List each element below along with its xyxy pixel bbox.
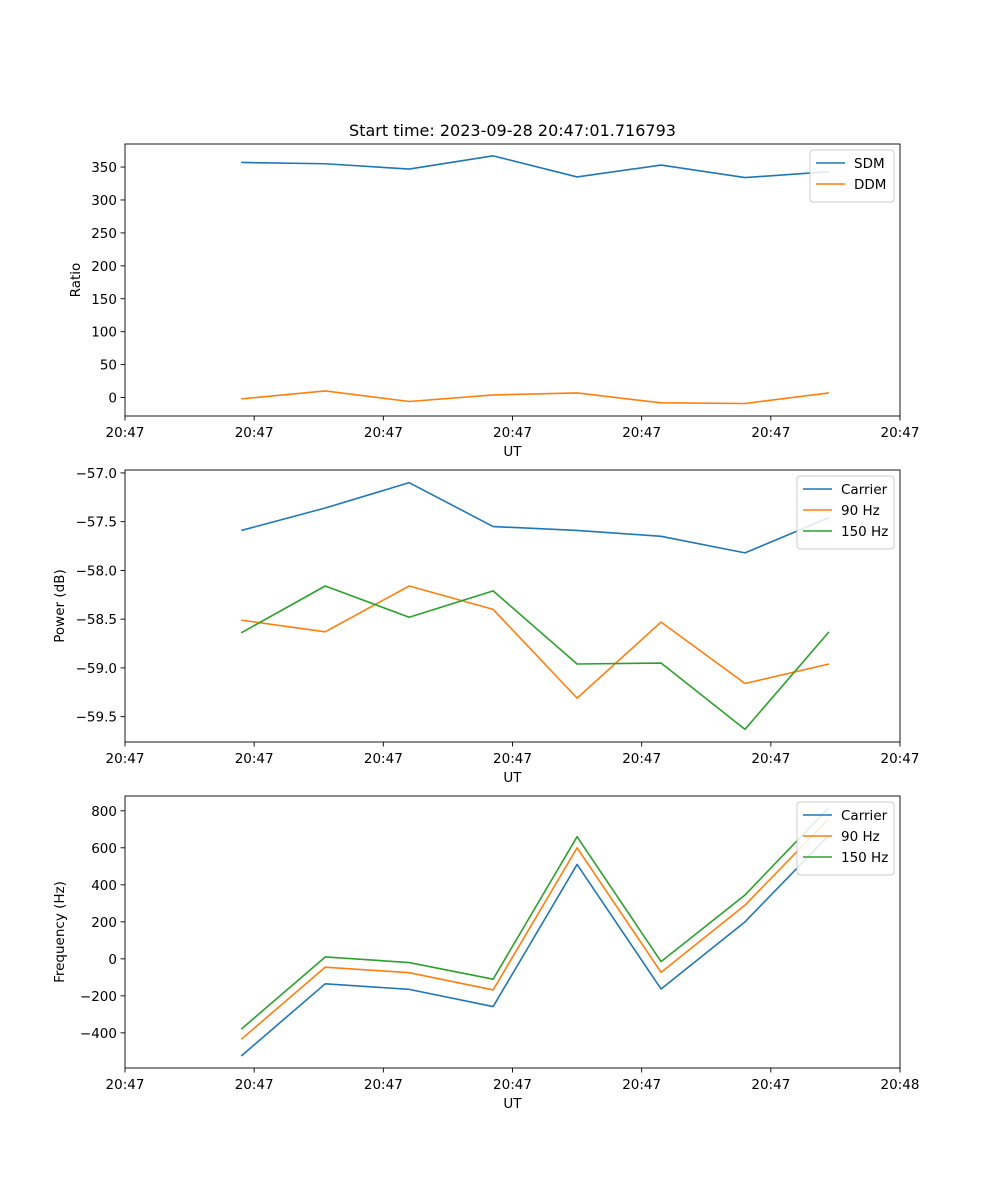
y-tick-label: −58.5	[76, 612, 117, 628]
y-tick-label: −57.5	[76, 515, 117, 531]
x-tick-label: 20:47	[751, 1077, 790, 1093]
series-line-carrier	[240, 834, 830, 1057]
x-axis-label: UT	[503, 444, 522, 460]
x-tick-label: 20:47	[106, 751, 145, 767]
y-tick-label: −200	[80, 989, 117, 1005]
x-tick-label: 20:47	[881, 425, 920, 441]
x-tick-label: 20:47	[881, 751, 920, 767]
series-line-sdm	[241, 155, 830, 179]
y-tick-label: 250	[91, 226, 117, 242]
y-tick-label: 0	[108, 952, 117, 968]
series-line-150-hz	[240, 585, 830, 731]
y-tick-label: 800	[91, 804, 117, 820]
chart-2: 20:47 20:47 20:47 20:47 20:47 20:47 20:47 −59.5…	[52, 466, 919, 786]
x-tick-label: 20:48	[881, 1077, 920, 1093]
x-tick-label: 20:47	[106, 1077, 145, 1093]
x-tick-label: 20:47	[622, 1077, 661, 1093]
y-tick-label: −58.0	[76, 563, 117, 579]
legend-label: 90 Hz	[841, 829, 880, 845]
y-tick-label: 0	[108, 391, 117, 407]
y-tick-label: 400	[91, 878, 117, 894]
legend-label: Carrier	[841, 482, 888, 498]
y-axis-label: Ratio	[68, 263, 84, 298]
y-tick-label: −57.0	[76, 466, 117, 482]
legend-label: 90 Hz	[841, 503, 880, 519]
legend-label: Carrier	[841, 808, 888, 824]
y-tick-label: 100	[91, 325, 117, 341]
series-line-carrier	[241, 481, 830, 554]
legend: Carrier 90 Hz 150 Hz	[796, 801, 895, 876]
chart-3: 20:47 20:47 20:47 20:47 20:47 20:47 20:48 −400 −…	[52, 795, 920, 1112]
x-tick-label: 20:47	[235, 425, 274, 441]
x-tick-label: 20:47	[622, 425, 661, 441]
x-tick-label: 20:47	[493, 1077, 532, 1093]
axes-frame	[124, 143, 901, 417]
series-line-90-hz	[240, 818, 830, 1040]
legend: Carrier 90 Hz 150 Hz	[796, 475, 895, 550]
axes-frame	[124, 469, 901, 743]
y-tick-label: 600	[91, 841, 117, 857]
y-tick-label: −400	[80, 1026, 117, 1042]
x-tick-label: 20:47	[493, 425, 532, 441]
x-tick-label: 20:47	[364, 751, 403, 767]
x-axis-label: UT	[503, 770, 522, 786]
x-tick-label: 20:47	[106, 425, 145, 441]
series-line-150-hz	[240, 806, 830, 1030]
legend-label: SDM	[854, 156, 885, 172]
legend-label: DDM	[854, 177, 886, 193]
y-tick-label: −59.5	[76, 710, 117, 726]
series-line-90-hz	[241, 585, 830, 699]
series-line-ddm	[241, 390, 830, 405]
y-axis-label: Frequency (Hz)	[52, 881, 68, 983]
legend-label: 150 Hz	[841, 524, 888, 540]
legend-label: 150 Hz	[841, 850, 888, 866]
x-tick-label: 20:47	[364, 425, 403, 441]
y-tick-label: 150	[91, 292, 117, 308]
chart-title: Start time: 2023-09-28 20:47:01.716793	[349, 121, 676, 140]
x-tick-label: 20:47	[493, 751, 532, 767]
y-tick-label: 200	[91, 259, 117, 275]
x-axis-label: UT	[503, 1096, 522, 1112]
legend: SDM DDM	[809, 149, 895, 203]
y-tick-label: 300	[91, 193, 117, 209]
x-tick-label: 20:47	[751, 751, 790, 767]
y-tick-label: 200	[91, 915, 117, 931]
y-tick-label: 350	[91, 160, 117, 176]
x-tick-label: 20:47	[235, 751, 274, 767]
y-tick-label: 50	[100, 358, 117, 374]
x-tick-label: 20:47	[751, 425, 790, 441]
x-tick-label: 20:47	[235, 1077, 274, 1093]
y-axis-label: Power (dB)	[52, 569, 68, 642]
axes-frame	[124, 795, 901, 1069]
x-tick-label: 20:47	[364, 1077, 403, 1093]
x-tick-label: 20:47	[622, 751, 661, 767]
y-tick-label: −59.0	[76, 661, 117, 677]
chart-1: 20:47 20:47 20:47 20:47 20:47 20:47 20:47 0 50 10…	[68, 121, 919, 460]
